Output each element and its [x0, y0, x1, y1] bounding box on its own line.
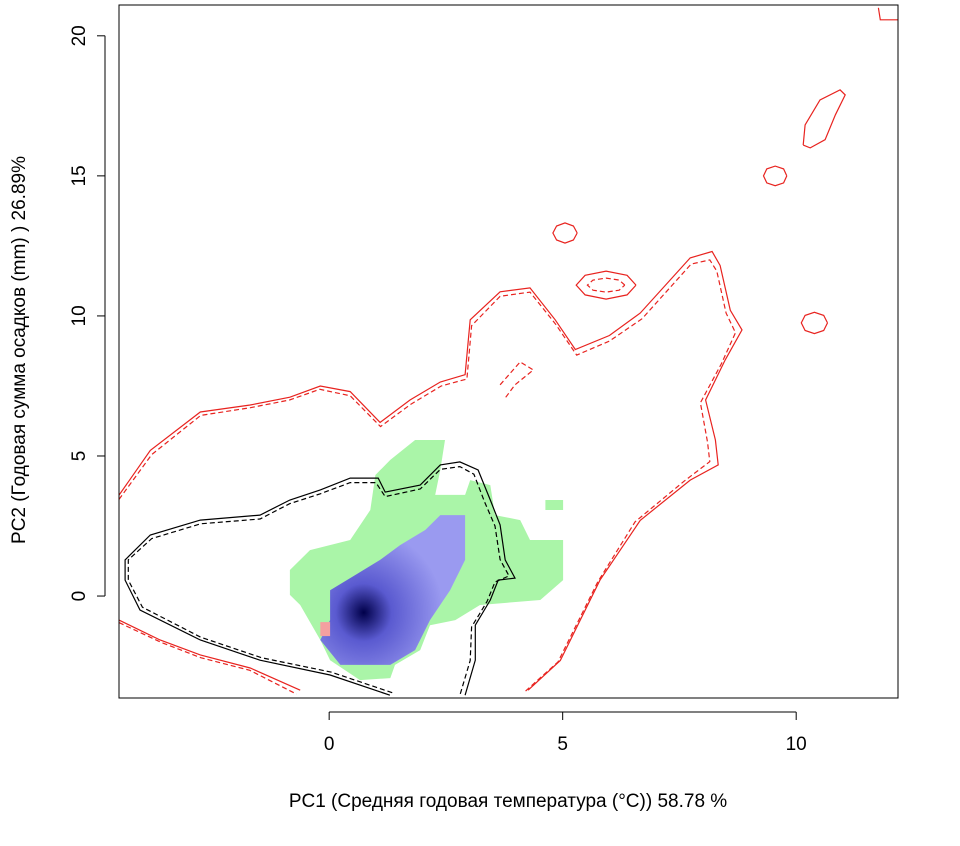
x-axis-label: PC1 (Средняя годовая температура (°C)) 5…: [289, 791, 727, 812]
y-tick-label: 0: [69, 591, 90, 602]
contour-line: [119, 259, 737, 695]
density-area: [320, 515, 466, 665]
y-tick-label: 5: [69, 451, 90, 462]
plot-area: [119, 7, 898, 696]
y-tick-label: 10: [69, 305, 90, 326]
plot-frame: [118, 4, 899, 699]
x-tick-label: 5: [557, 734, 568, 755]
y-tick-label: 20: [69, 25, 90, 46]
contour-line: [119, 7, 898, 691]
density-area: [320, 622, 331, 637]
y-axis-label: PC2 (Годовая сумма осадков (mm) ) 26.89%: [9, 156, 30, 544]
x-tick-label: 10: [786, 734, 807, 755]
contour-line: [124, 461, 516, 696]
contour-line: [127, 465, 510, 696]
x-tick-label: 0: [324, 734, 335, 755]
y-tick-label: 15: [69, 165, 90, 186]
